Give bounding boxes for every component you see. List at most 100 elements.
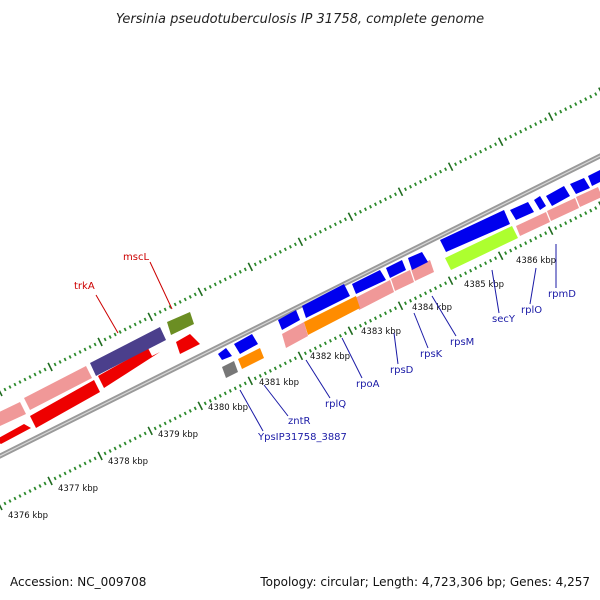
lower-tick-minor bbox=[58, 474, 62, 478]
gene-grey[interactable] bbox=[222, 361, 238, 378]
gene-forward-8[interactable] bbox=[440, 210, 510, 252]
gene-label-rpmD[interactable]: rpmD bbox=[548, 289, 576, 300]
lower-tick-minor bbox=[408, 298, 413, 303]
lower-tick-minor bbox=[323, 341, 327, 346]
gene-reverse-1[interactable] bbox=[0, 424, 31, 444]
gene-pink-1[interactable] bbox=[0, 402, 26, 426]
gene-label-rplO[interactable]: rplO bbox=[521, 305, 542, 316]
scale-label-4377: 4377 kbp bbox=[58, 484, 98, 494]
upper-tick-minor bbox=[253, 262, 257, 267]
gene-reverse-4[interactable] bbox=[176, 334, 200, 354]
upper-tick-major bbox=[297, 237, 304, 247]
gene-pink-8[interactable] bbox=[547, 198, 579, 221]
lower-tick-minor bbox=[303, 351, 307, 356]
upper-tick-minor bbox=[288, 244, 292, 249]
upper-tick-minor bbox=[263, 257, 267, 262]
lower-tick-minor bbox=[444, 281, 448, 286]
lower-tick-minor bbox=[93, 456, 97, 461]
lower-tick-minor bbox=[489, 258, 493, 263]
lower-tick-minor bbox=[288, 358, 292, 363]
gene-pink-3[interactable] bbox=[282, 322, 308, 348]
upper-tick-minor bbox=[494, 142, 498, 147]
gene-forward-6[interactable] bbox=[386, 260, 406, 278]
reverse-strand-genes bbox=[0, 334, 200, 444]
lower-tick-minor bbox=[514, 246, 518, 251]
gene-label-trkA[interactable]: trkA bbox=[74, 281, 95, 292]
upper-tick-minor bbox=[489, 144, 493, 149]
accession-text: Accession: NC_009708 bbox=[10, 575, 146, 589]
gene-reverse-3[interactable] bbox=[98, 348, 160, 388]
upper-tick-minor bbox=[73, 352, 77, 357]
gene-label-rplQ[interactable]: rplQ bbox=[325, 399, 346, 410]
lower-tick-minor bbox=[328, 338, 332, 343]
gene-forward-5[interactable] bbox=[352, 270, 386, 294]
gene-mscL[interactable] bbox=[167, 312, 194, 335]
gene-rpoA[interactable] bbox=[304, 296, 360, 335]
gene-label-rpoA[interactable]: rpoA bbox=[356, 379, 380, 390]
gene-forward-12[interactable] bbox=[570, 178, 590, 194]
upper-tick-minor bbox=[318, 229, 322, 234]
upper-tick-minor bbox=[278, 249, 282, 254]
upper-tick-minor bbox=[534, 122, 538, 126]
gene-label-secY[interactable]: secY bbox=[492, 314, 516, 325]
lower-tick-minor bbox=[368, 318, 373, 323]
lower-tick-minor bbox=[23, 491, 27, 496]
gene-forward-4[interactable] bbox=[302, 284, 350, 318]
gene-label-rpsM[interactable]: rpsM bbox=[450, 337, 474, 348]
upper-tick-minor bbox=[323, 227, 327, 232]
upper-tick-major bbox=[447, 162, 454, 172]
gene-zntR[interactable] bbox=[238, 348, 264, 369]
gene-reverse-2[interactable] bbox=[30, 380, 100, 428]
gene-pink-7[interactable] bbox=[516, 212, 550, 236]
upper-tick-minor bbox=[474, 152, 478, 157]
lower-tick-major bbox=[247, 376, 254, 386]
gene-trkA[interactable] bbox=[90, 327, 166, 376]
upper-tick-minor bbox=[419, 179, 423, 184]
gene-forward-2[interactable] bbox=[234, 334, 258, 354]
lower-tick-minor bbox=[579, 213, 583, 218]
upper-tick-minor bbox=[133, 322, 137, 327]
gene-label-mscL[interactable]: mscL bbox=[123, 252, 149, 263]
lower-tick-minor bbox=[479, 263, 483, 268]
upper-tick-minor bbox=[338, 219, 342, 224]
lower-tick-minor bbox=[378, 313, 383, 318]
gene-pink-6[interactable] bbox=[411, 260, 434, 281]
gene-forward-13[interactable] bbox=[588, 170, 600, 186]
upper-tick-minor bbox=[524, 127, 528, 131]
lower-tick-minor bbox=[393, 306, 398, 311]
upper-tick-minor bbox=[213, 282, 217, 287]
gene-label-zntR[interactable]: zntR bbox=[288, 416, 311, 427]
upper-tick-minor bbox=[454, 162, 458, 167]
lower-tick-major bbox=[297, 351, 304, 361]
scale-label-4386: 4386 kbp bbox=[516, 256, 556, 266]
gene-forward-7[interactable] bbox=[408, 252, 428, 270]
gene-forward-10[interactable] bbox=[534, 196, 546, 210]
lower-tick-major bbox=[47, 476, 53, 486]
scale-labels: 4376 kbp 4377 kbp 4378 kbp 4379 kbp 4380… bbox=[8, 256, 556, 521]
lower-tick-minor bbox=[223, 391, 227, 396]
gene-pink-2[interactable] bbox=[24, 366, 92, 410]
lower-tick-minor bbox=[569, 218, 573, 223]
gene-label-rpsK[interactable]: rpsK bbox=[420, 349, 443, 360]
upper-tick-minor bbox=[529, 124, 533, 129]
forward-strand-genes bbox=[218, 170, 600, 360]
gene-secY[interactable] bbox=[445, 226, 518, 270]
gene-forward-11[interactable] bbox=[546, 186, 570, 206]
map-title: Yersinia pseudotuberculosis IP 31758, co… bbox=[116, 12, 484, 27]
gene-forward-9[interactable] bbox=[510, 202, 534, 220]
gene-label-YpsIP31758_3887[interactable]: YpsIP31758_3887 bbox=[257, 432, 347, 443]
lower-tick-minor bbox=[113, 446, 117, 451]
gene-forward-1[interactable] bbox=[218, 348, 232, 360]
gene-pink-5[interactable] bbox=[391, 270, 414, 291]
upper-tick-major bbox=[147, 312, 153, 322]
gene-label-rpsD[interactable]: rpsD bbox=[390, 365, 414, 376]
upper-tick-minor bbox=[83, 347, 87, 352]
gene-pink-4[interactable] bbox=[355, 280, 394, 310]
gene-pink-9[interactable] bbox=[576, 187, 600, 207]
upper-tick-minor bbox=[313, 232, 317, 237]
lower-tick-minor bbox=[464, 271, 468, 276]
upper-tick-minor bbox=[123, 327, 127, 332]
upper-tick-minor bbox=[504, 137, 508, 142]
lower-tick-minor bbox=[163, 421, 167, 426]
gene-forward-3[interactable] bbox=[278, 310, 300, 330]
